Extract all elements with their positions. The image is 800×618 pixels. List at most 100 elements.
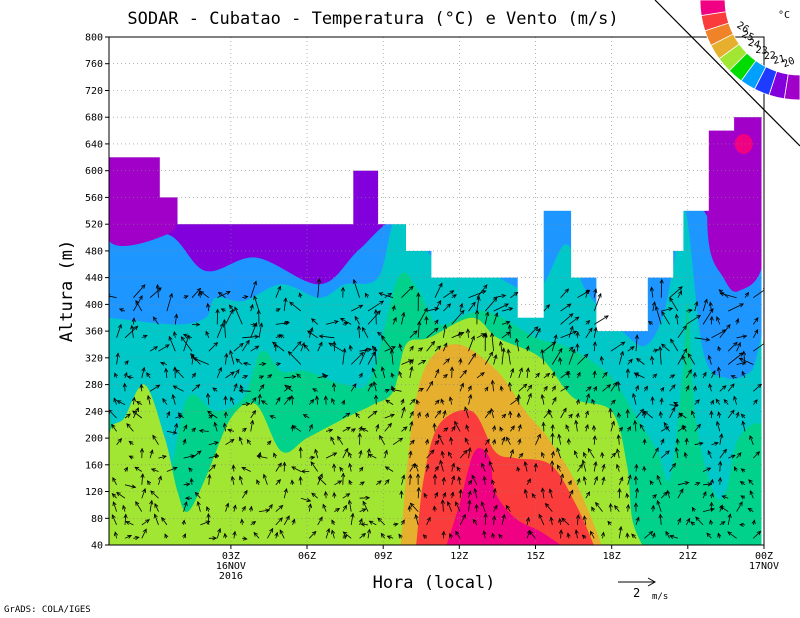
wind-vector [180,336,193,352]
wind-vector [593,288,598,298]
wind-vector [719,433,724,445]
wind-vector [716,316,721,325]
wind-vector [303,343,310,352]
wind-vector [172,330,177,338]
wind-vector [112,476,117,485]
wind-vector [116,400,126,405]
wind-vector [380,532,386,539]
wind-vector [551,385,556,392]
wind-vector [658,411,663,419]
wind-vector [224,352,229,365]
wind-vector [116,323,122,338]
wind-vector [340,286,346,298]
wind-vector [135,501,143,512]
wind-vector [158,455,167,460]
wind-vector [531,493,536,499]
wind-vector [616,412,622,419]
wind-vector [723,398,729,405]
wind-vector [514,337,520,352]
wind-vector [752,399,758,405]
wind-vector [627,358,633,365]
wind-vector [719,521,726,526]
wind-vector [183,295,189,300]
x-tick-label: 15Z [526,551,544,562]
wind-vector [423,492,428,499]
wind-vector [540,393,545,405]
wind-vector [658,345,663,365]
wind-vector [283,297,288,312]
wind-vector [229,349,235,365]
wind-vector [434,439,440,445]
wind-vector [649,286,655,298]
wind-vector [665,530,670,539]
wind-vector [408,450,413,459]
wind-vector [298,446,303,459]
wind-vector [498,533,503,539]
wind-vector [434,368,440,379]
wind-vector [523,488,528,499]
wind-vector [309,530,317,539]
wind-vector [694,423,701,432]
wind-vector [238,436,243,445]
wind-vector [593,460,598,472]
wind-vector [634,334,639,352]
wind-vector [506,348,511,365]
wind-vector [443,290,455,299]
wind-vector [242,402,251,407]
no-data-region [177,37,354,225]
wind-vector [383,449,388,459]
wind-vector [459,449,468,459]
wind-vector [182,438,187,445]
wind-vector [718,289,729,299]
wind-vector [498,340,504,352]
wind-vector [135,299,143,312]
wind-vector [501,513,506,525]
wind-vector [216,527,222,539]
wind-vector [123,466,129,472]
wind-vector [585,491,591,499]
wind-vector [384,388,391,393]
wind-vector [635,384,639,392]
wind-vector [233,368,240,379]
wind-vector [377,517,385,526]
wind-vector [491,424,497,432]
wind-vector [538,513,545,526]
wind-vector [585,386,592,392]
wind-vector [651,532,656,539]
wind-vector [669,286,683,299]
wind-vector [191,450,202,459]
wind-vector [582,475,587,485]
wind-vector [468,290,487,299]
wind-vector [183,501,188,512]
wind-vector [593,292,602,312]
wind-vector [379,434,386,445]
y-tick-label: 120 [85,487,103,498]
wind-vector [375,423,380,432]
wind-vector [740,495,746,500]
wind-vector [409,330,418,339]
wind-vector [275,362,282,367]
wind-vector [476,295,481,312]
wind-vector [702,308,714,325]
wind-vector [560,288,570,298]
wind-vector [140,473,145,485]
wind-vector [600,531,606,539]
wind-vector [339,318,352,325]
wind-vector [332,491,337,499]
wind-vector [434,319,439,325]
wind-vector [584,410,589,419]
wind-vector [311,492,318,499]
wind-vector [481,462,486,472]
y-tick-label: 240 [85,407,103,418]
wind-vector [162,397,168,405]
wind-vector [550,432,555,445]
wind-vector [414,513,419,525]
wind-vector [535,327,541,338]
wind-vector [566,438,571,445]
wind-vector [484,386,489,392]
wind-vector [409,365,414,378]
y-tick-label: 360 [85,327,103,338]
wind-vector [516,412,521,418]
wind-vector [230,475,235,485]
wind-vector [279,529,285,539]
